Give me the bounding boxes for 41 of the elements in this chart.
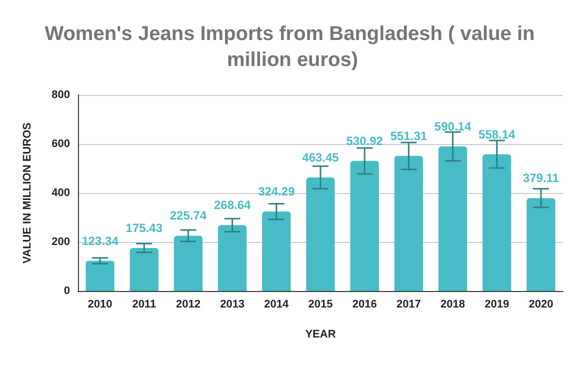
x-tick-label: 2015 bbox=[308, 298, 333, 310]
bar bbox=[86, 260, 114, 291]
x-tick-label: 2013 bbox=[220, 298, 245, 310]
bar bbox=[174, 236, 203, 291]
data-label: 558.14 bbox=[478, 127, 516, 142]
x-axis-title: YEAR bbox=[305, 328, 336, 340]
y-tick-label: 200 bbox=[52, 236, 70, 248]
data-label: 530.92 bbox=[346, 134, 384, 148]
bar bbox=[218, 225, 247, 291]
y-tick-label: 0 bbox=[64, 285, 70, 297]
data-label: 123.34 bbox=[82, 234, 119, 248]
data-label: 225.74 bbox=[170, 208, 207, 223]
x-tick-label: 2019 bbox=[484, 298, 510, 310]
x-tick-label: 2017 bbox=[396, 298, 421, 310]
x-tick-label: 2018 bbox=[440, 298, 466, 310]
data-label: 379.11 bbox=[522, 171, 560, 186]
y-tick-label: 800 bbox=[52, 89, 70, 101]
y-axis-title: VALUE IN MILLION EUROS bbox=[22, 122, 34, 264]
bar bbox=[438, 146, 468, 291]
data-label: 463.45 bbox=[302, 150, 340, 164]
data-label: 590.14 bbox=[434, 119, 472, 134]
x-tick-label: 2016 bbox=[352, 298, 377, 310]
bar bbox=[526, 198, 556, 291]
chart-title: Women's Jeans Imports from Bangladesh ( value in million euros) bbox=[44, 23, 540, 71]
bar bbox=[130, 248, 158, 291]
bar bbox=[306, 177, 335, 291]
bar bbox=[350, 160, 379, 291]
x-tick-label: 2011 bbox=[132, 298, 156, 310]
y-tick-label: 400 bbox=[52, 187, 70, 199]
x-tick-label: 2020 bbox=[528, 298, 554, 310]
x-tick-label: 2012 bbox=[176, 298, 200, 310]
data-label: 551.31 bbox=[390, 128, 428, 143]
y-tick-label: 600 bbox=[52, 138, 70, 150]
data-label: 324.29 bbox=[258, 184, 296, 199]
data-label: 175.43 bbox=[126, 221, 163, 236]
x-tick-label: 2014 bbox=[264, 298, 290, 310]
x-tick-label: 2010 bbox=[88, 298, 112, 310]
data-label: 268.64 bbox=[214, 198, 251, 212]
bar bbox=[262, 212, 291, 291]
bar bbox=[482, 154, 512, 291]
bar bbox=[394, 156, 424, 291]
